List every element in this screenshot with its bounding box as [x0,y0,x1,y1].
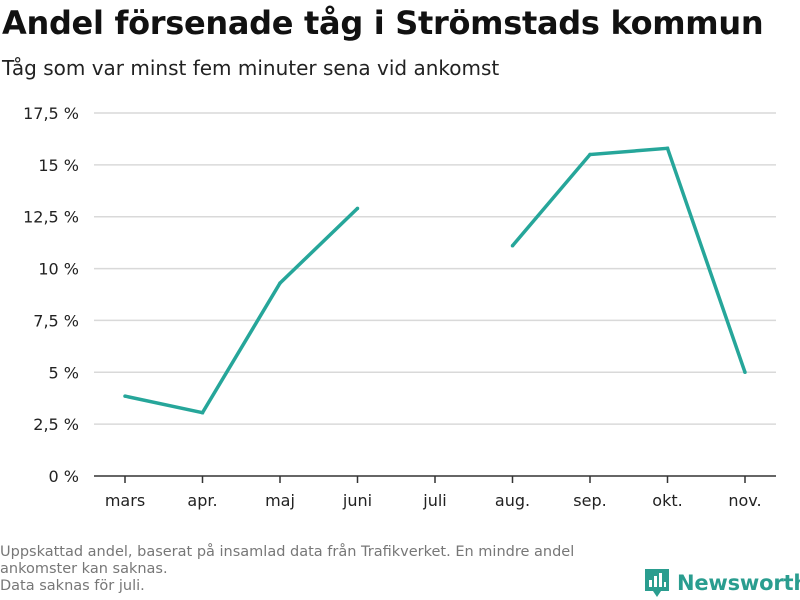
y-tick-label: 5 % [49,363,79,382]
series-line-segment [511,146,747,373]
x-tick-label: juni [342,491,372,510]
x-tick-label: juli [422,491,446,510]
y-tick-label: 10 % [38,260,79,279]
x-tick-label: aug. [495,491,530,510]
series-line-segment [124,207,359,415]
x-axis-ticks: mars apr. maj juni juli aug. sep. okt. nov. [105,476,762,510]
x-tick-label: okt. [652,491,682,510]
data-point [278,281,282,285]
brand-name: Newsworthy [677,571,800,595]
y-tick-label: 7,5 % [33,311,79,330]
data-point [123,394,127,398]
series-line [123,146,747,415]
chart-title: Andel försenade tåg i Strömstads kommun [2,4,764,42]
data-point [743,370,747,375]
x-tick-label: apr. [187,491,217,510]
brand-logo: Newsworthy [644,568,800,598]
x-tick-label: maj [265,491,295,510]
line-chart: 0 % 2,5 % 5 % 7,5 % 10 % 12,5 % 15 % 17,5 % mar… [23,104,776,510]
footnote-missing-data: Data saknas för juli. [0,578,145,594]
data-point [588,152,592,157]
footnote-source: Uppskattad andel, baserat på insamlad da… [0,544,575,577]
y-tick-label: 15 % [38,156,79,175]
data-point [510,244,515,248]
footnote: Uppskattad andel, baserat på insamlad da… [0,544,640,595]
x-tick-label: nov. [728,491,761,510]
chart-subtitle: Tåg som var minst fem minuter sena vid a… [2,56,500,80]
bar-chart-icon [645,569,669,597]
y-tick-label: 2,5 % [33,415,79,434]
y-tick-label: 12,5 % [23,208,79,227]
y-tick-label: 17,5 % [23,104,79,123]
y-tick-label: 0 % [49,467,79,486]
x-tick-label: mars [105,491,145,510]
data-point [200,410,205,415]
x-tick-label: sep. [573,491,606,510]
data-point [355,206,360,211]
y-axis-ticks: 0 % 2,5 % 5 % 7,5 % 10 % 12,5 % 15 % 17,5 % [23,104,79,486]
data-point [665,146,670,151]
